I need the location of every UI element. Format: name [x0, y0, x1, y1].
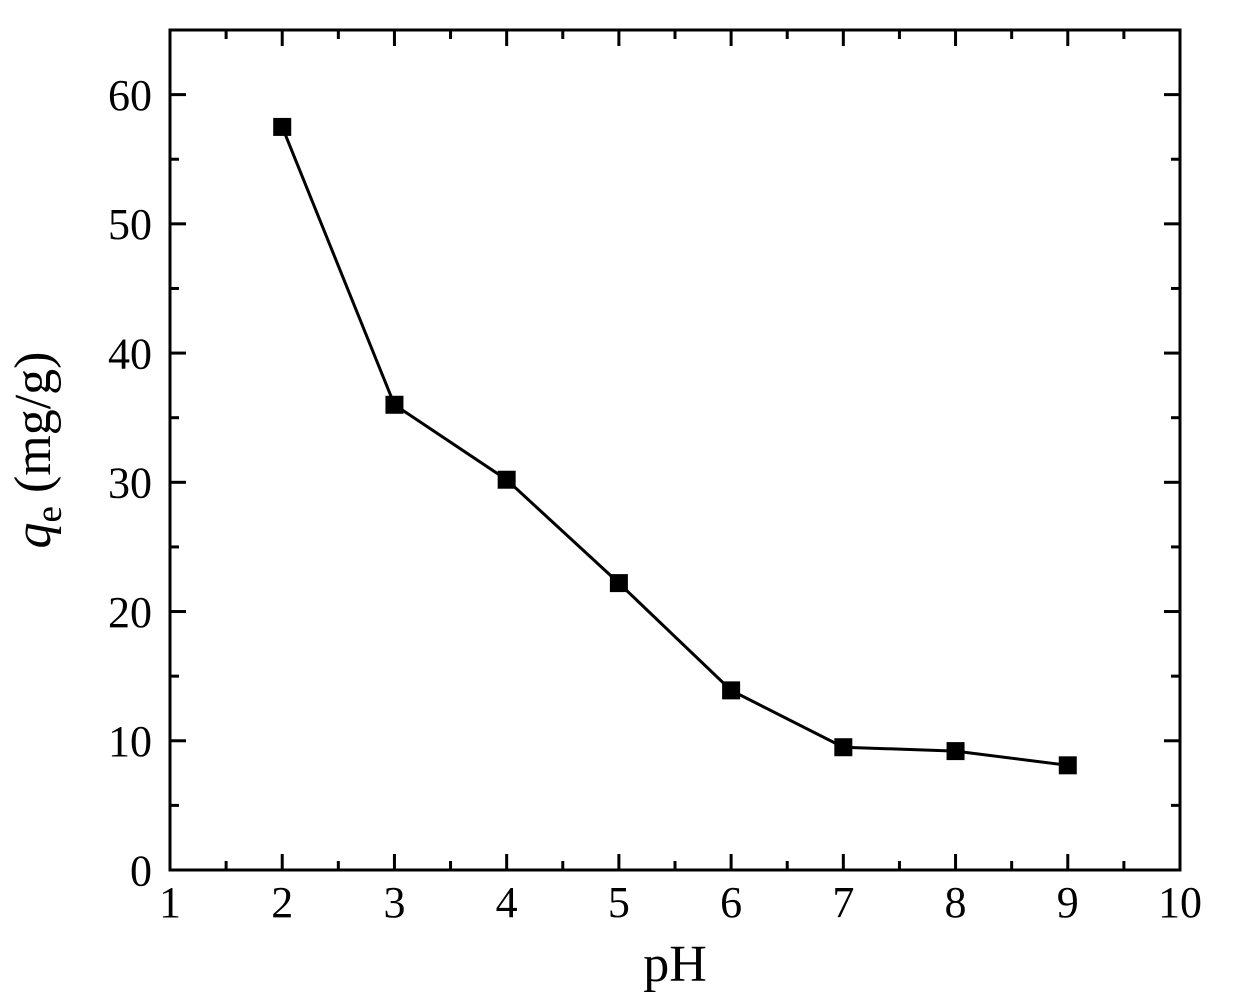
- x-tick-label: 6: [720, 878, 742, 927]
- data-marker: [947, 742, 965, 760]
- data-marker: [498, 471, 516, 489]
- data-marker: [722, 681, 740, 699]
- y-tick-label: 40: [108, 329, 152, 378]
- x-tick-label: 1: [159, 878, 181, 927]
- qe-vs-ph-chart: 1 2 3 4 5 6 7 8 9 10 0 10 20 30 40 50 60 pH qe (mg/g): [0, 0, 1240, 999]
- series-line: [282, 127, 1068, 765]
- y-tick-label: 60: [108, 71, 152, 120]
- x-tick-label: 4: [496, 878, 518, 927]
- y-axis-title: qe (mg/g): [5, 352, 70, 549]
- x-tick-label: 9: [1057, 878, 1079, 927]
- y-tick-label: 10: [108, 717, 152, 766]
- data-marker: [385, 396, 403, 414]
- x-tick-label: 7: [832, 878, 854, 927]
- x-tick-label: 3: [383, 878, 405, 927]
- data-marker: [1059, 756, 1077, 774]
- x-tick-label: 8: [945, 878, 967, 927]
- y-tick-label: 0: [130, 846, 152, 895]
- data-marker: [834, 738, 852, 756]
- data-marker: [273, 118, 291, 136]
- x-axis-title: pH: [643, 936, 707, 993]
- data-marker: [610, 574, 628, 592]
- y-tick-label: 20: [108, 588, 152, 637]
- x-tick-label: 10: [1158, 878, 1202, 927]
- x-tick-label: 2: [271, 878, 293, 927]
- x-tick-label: 5: [608, 878, 630, 927]
- y-tick-label: 30: [108, 459, 152, 508]
- y-tick-label: 50: [108, 200, 152, 249]
